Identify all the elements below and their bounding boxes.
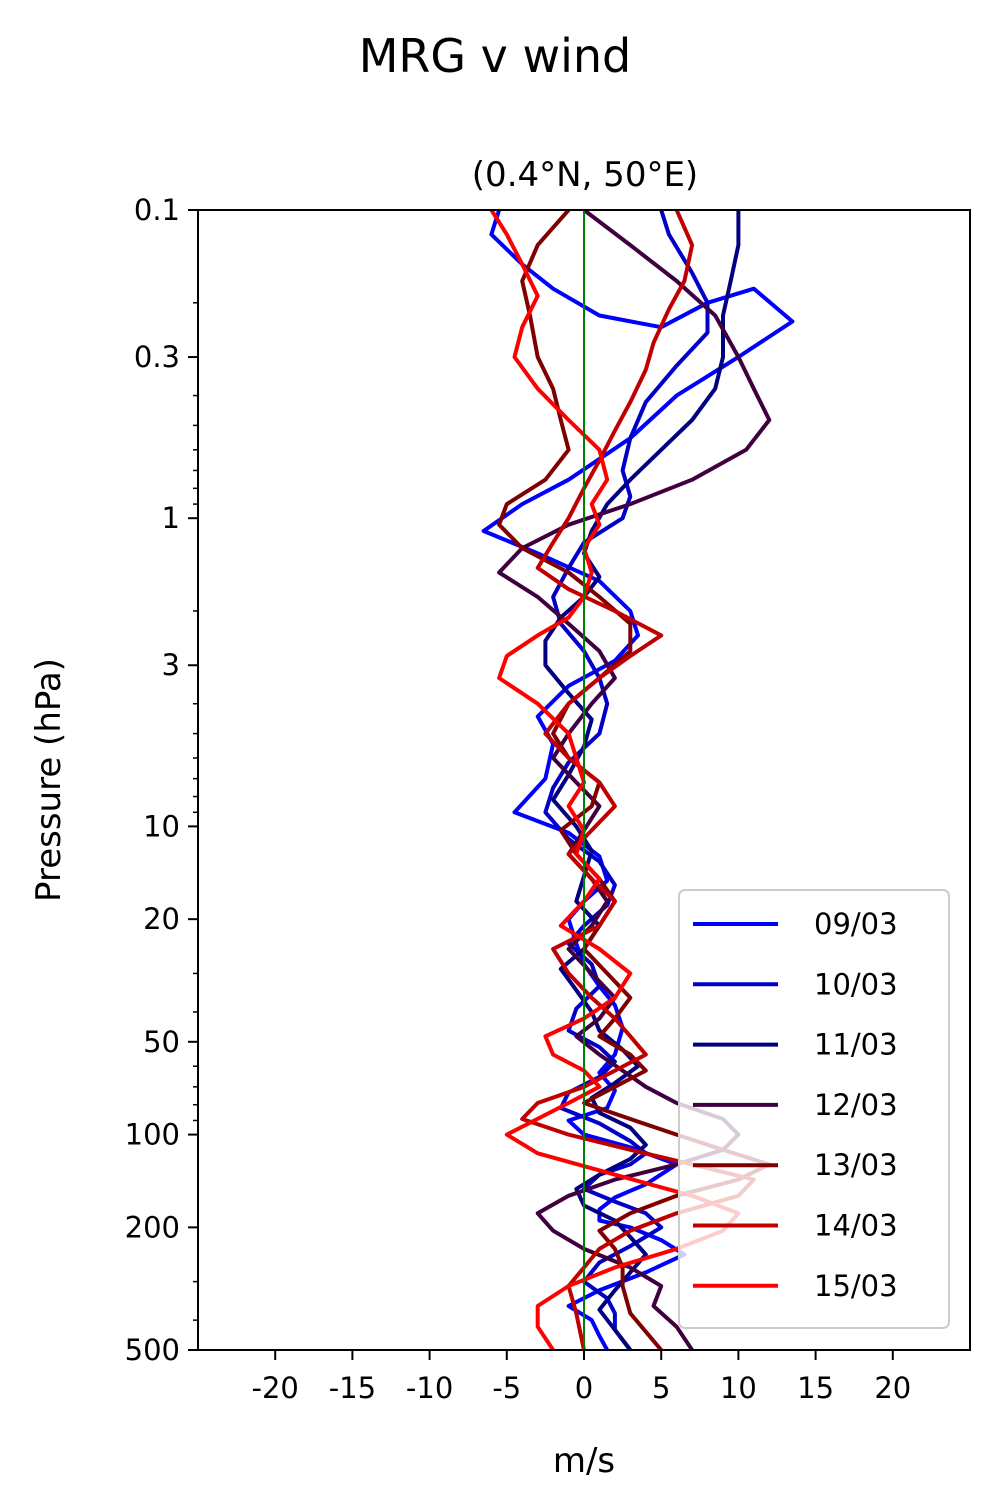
x-tick-label: -15: [329, 1371, 376, 1405]
y-tick-label: 20: [143, 902, 180, 936]
x-tick-label: 0: [575, 1371, 593, 1405]
series-line-3: [543, 210, 741, 1350]
x-tick-label: 5: [652, 1371, 670, 1405]
x-axis-label: m/s: [553, 1441, 615, 1481]
x-tick-label: -10: [406, 1371, 453, 1405]
y-tick-label: 100: [125, 1118, 180, 1152]
x-axis: -20 -15 -10 -5 0 5 10 15 20: [252, 1350, 911, 1405]
y-tick-label: 200: [125, 1210, 180, 1244]
legend-box: [678, 889, 950, 1329]
legend-label-3: 11/03: [814, 1028, 898, 1062]
series-line-4: [497, 210, 772, 1350]
legend-label-1: 09/03: [814, 907, 898, 941]
x-tick-label: 15: [797, 1371, 834, 1405]
y-tick-label: 0.1: [134, 193, 180, 227]
y-tick-label: 1: [162, 501, 180, 535]
x-tick-label: 10: [720, 1371, 757, 1405]
y-tick-label: 3: [162, 648, 180, 682]
y-tick-label: 50: [143, 1025, 180, 1059]
legend-label-6: 14/03: [814, 1209, 898, 1243]
y-axis-minor-ticks: [193, 302, 198, 1321]
x-tick-label: 20: [874, 1371, 911, 1405]
x-tick-label: -20: [252, 1371, 299, 1405]
legend: 09/03 10/03 11/03 12/03 13/03 14/03 15/03: [678, 889, 950, 1329]
legend-label-5: 13/03: [814, 1148, 898, 1182]
series-line-1: [481, 210, 795, 1350]
chart-title: MRG v wind: [359, 29, 632, 83]
legend-label-7: 15/03: [814, 1269, 898, 1303]
legend-label-2: 10/03: [814, 967, 898, 1001]
y-tick-label: 10: [143, 809, 180, 843]
x-tick-label: -5: [492, 1371, 521, 1405]
legend-label-4: 12/03: [814, 1088, 898, 1122]
y-axis-label: Pressure (hPa): [29, 658, 69, 902]
y-tick-label: 500: [125, 1333, 180, 1367]
y-tick-label: 0.3: [134, 340, 180, 374]
chart-subtitle: (0.4°N, 50°E): [472, 155, 698, 195]
y-axis: 0.1 0.3 1 3 10 20 50 100 200 500: [125, 193, 198, 1367]
